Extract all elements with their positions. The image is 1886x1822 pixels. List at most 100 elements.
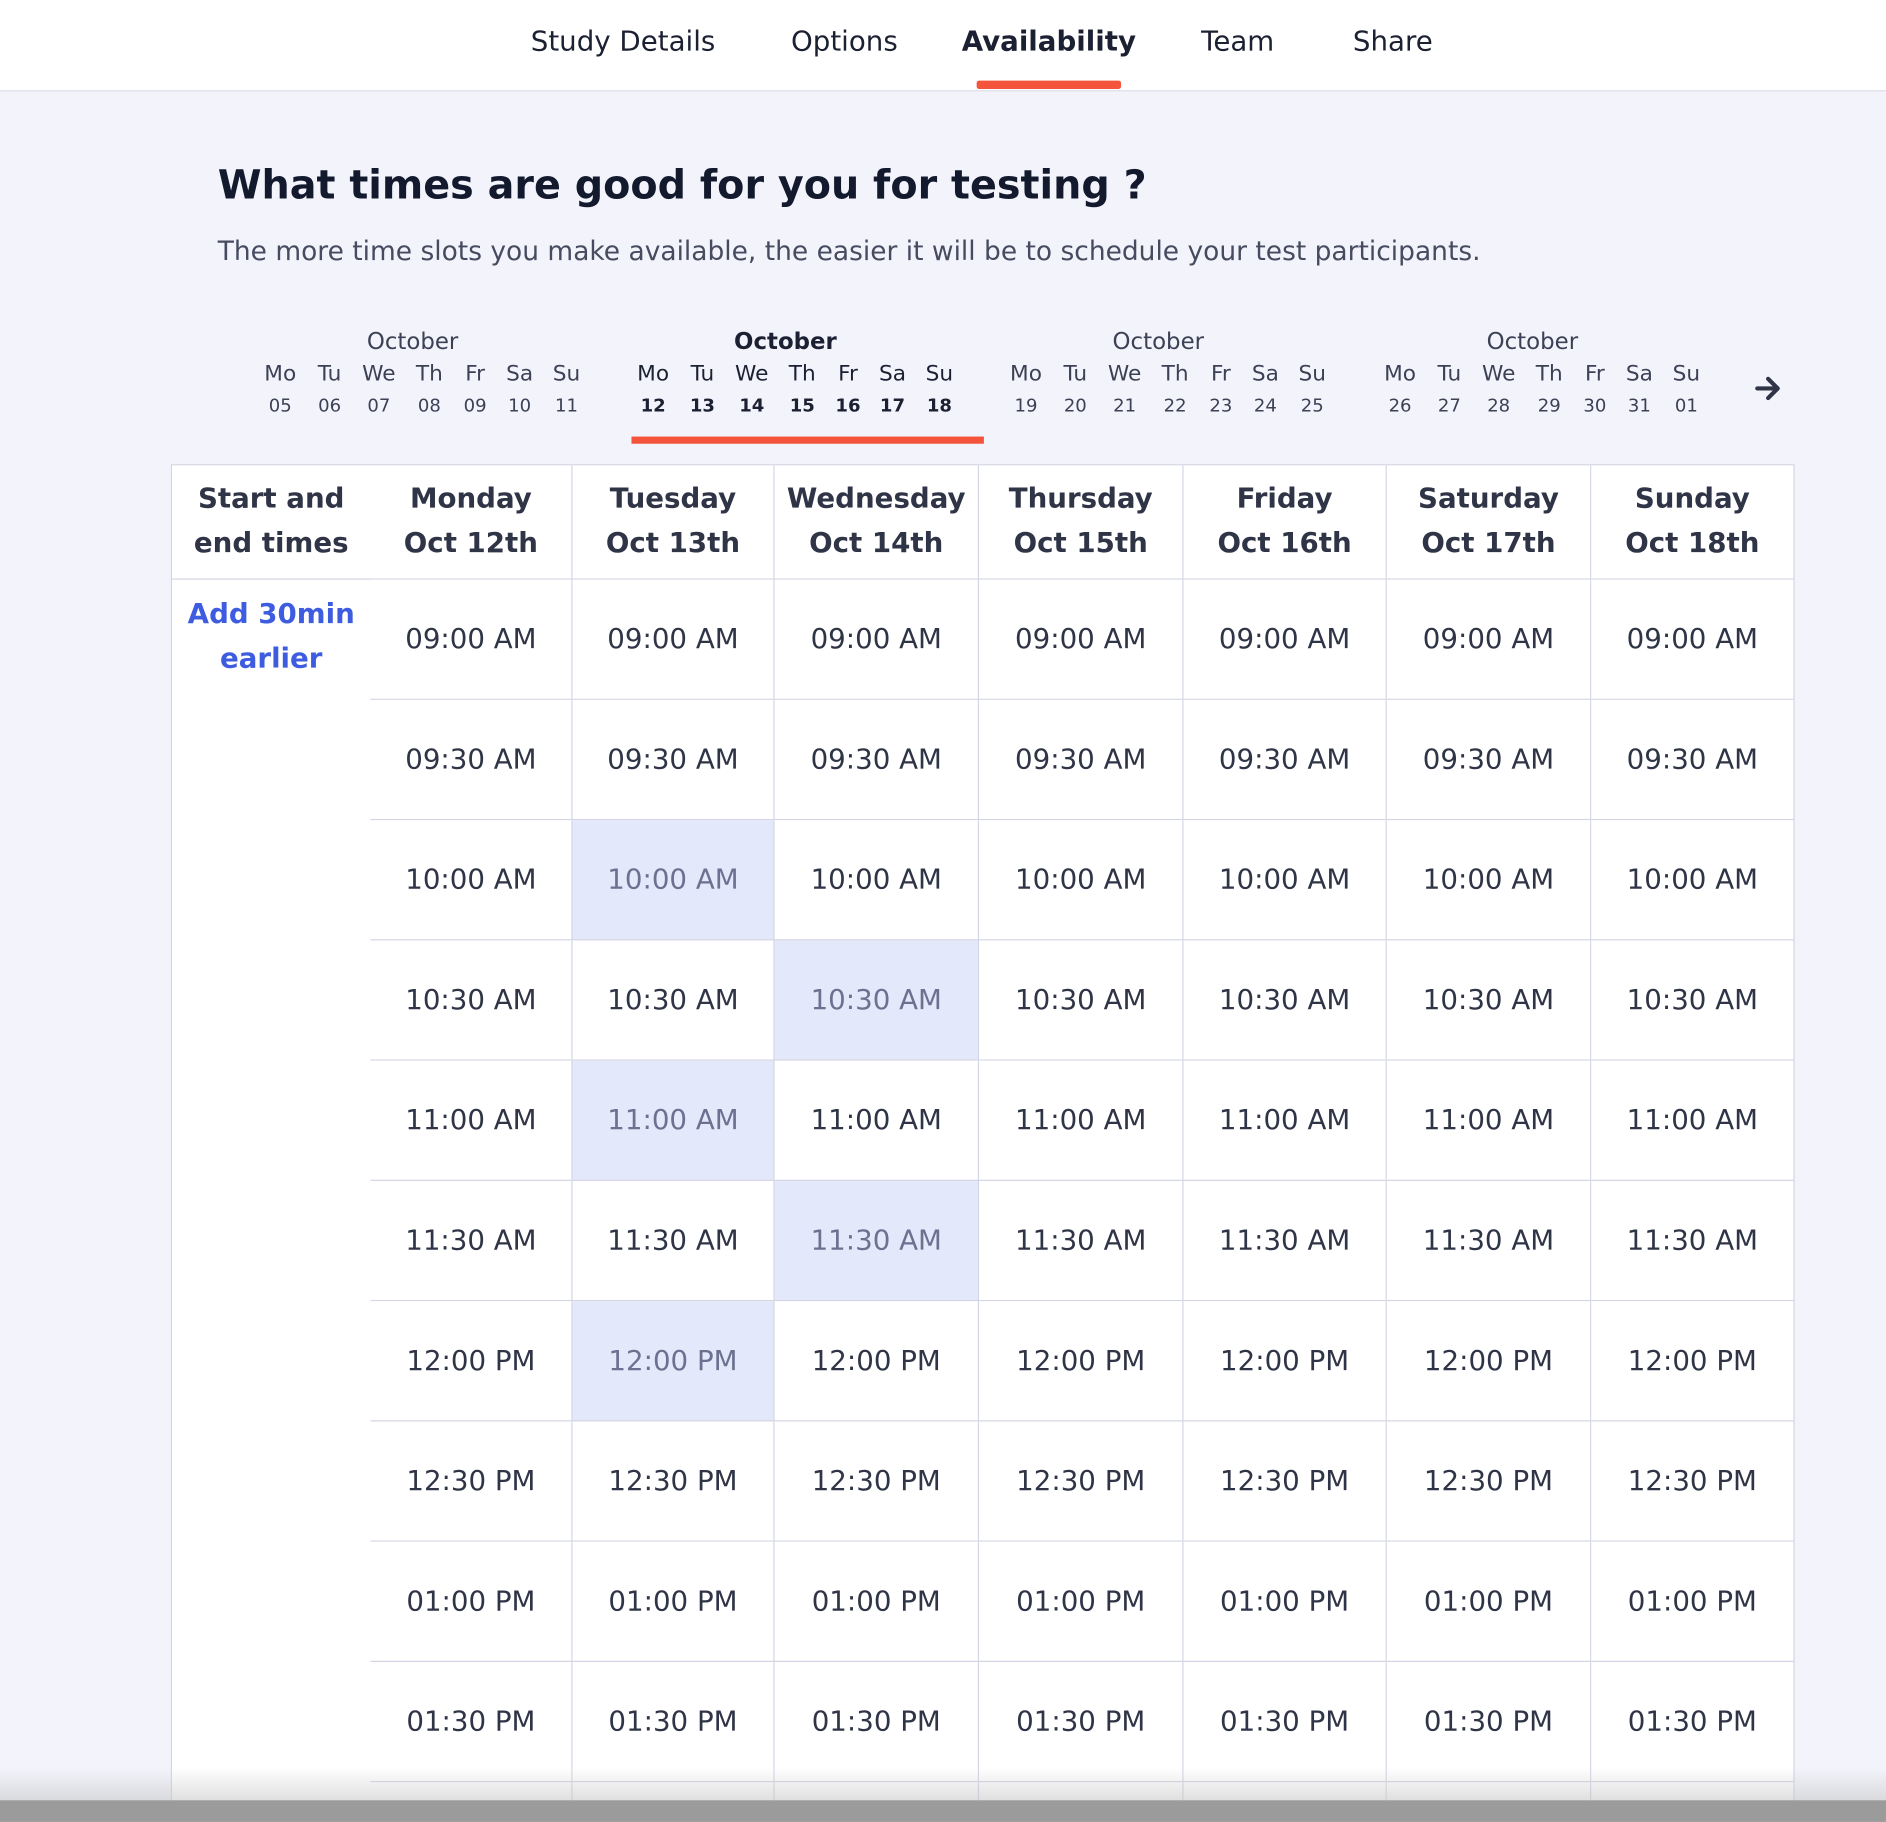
time-slot[interactable]: 11:30 AM: [774, 1180, 980, 1302]
day-number: 09: [463, 394, 487, 417]
time-slot[interactable]: 01:30 PM: [1591, 1661, 1795, 1783]
day-number: 24: [1253, 394, 1277, 417]
time-slot[interactable]: 09:30 AM: [370, 699, 573, 821]
time-slot[interactable]: 11:30 AM: [1386, 1180, 1592, 1302]
time-slot[interactable]: 11:00 AM: [1183, 1060, 1387, 1181]
time-slot[interactable]: 01:30 PM: [1386, 1661, 1592, 1783]
week-month[interactable]: October: [1486, 328, 1579, 355]
time-slot[interactable]: 12:00 PM: [1183, 1301, 1387, 1422]
time-slot[interactable]: 12:00 PM: [370, 1301, 573, 1422]
time-slot[interactable]: 11:30 AM: [370, 1180, 573, 1302]
weekday: Su: [552, 361, 581, 387]
time-slot[interactable]: 11:00 AM: [979, 1060, 1184, 1181]
time-slot[interactable]: 11:00 AM: [370, 1060, 573, 1181]
time-slot[interactable]: 09:00 AM: [572, 579, 775, 700]
time-slot[interactable]: 10:30 AM: [1591, 940, 1795, 1061]
time-slot[interactable]: 01:00 PM: [1183, 1541, 1387, 1662]
time-slot[interactable]: 10:00 AM: [370, 820, 573, 941]
time-slot[interactable]: 01:00 PM: [1591, 1541, 1795, 1662]
time-slot[interactable]: 01:00 PM: [572, 1541, 775, 1662]
weekday: We: [1481, 361, 1516, 387]
time-slot[interactable]: 10:30 AM: [572, 940, 775, 1061]
time-slot[interactable]: 12:00 PM: [774, 1301, 980, 1422]
time-slot[interactable]: 01:00 PM: [370, 1541, 573, 1662]
time-slot[interactable]: 12:30 PM: [1183, 1421, 1387, 1542]
time-slot[interactable]: 10:00 AM: [1183, 820, 1387, 941]
time-slot[interactable]: 10:00 AM: [1386, 820, 1592, 941]
nav-tab[interactable]: Availability: [961, 26, 1136, 58]
time-slot[interactable]: 11:30 AM: [979, 1180, 1184, 1302]
time-slot[interactable]: 09:00 AM: [370, 579, 573, 700]
time-slot[interactable]: 12:00 PM: [572, 1301, 775, 1422]
time-slot[interactable]: 12:00 PM: [1591, 1301, 1795, 1422]
subheading: The more time slots you make available, …: [217, 236, 1481, 267]
time-slot[interactable]: 09:30 AM: [979, 699, 1184, 821]
day-number: 12: [640, 394, 666, 417]
time-slot[interactable]: 11:00 AM: [572, 1060, 775, 1181]
time-slot[interactable]: 12:30 PM: [979, 1421, 1184, 1542]
header-line: Wednesday: [786, 483, 966, 515]
day-number: 08: [417, 394, 441, 417]
time-slot[interactable]: 01:30 PM: [572, 1661, 775, 1783]
time-slot[interactable]: 10:00 AM: [774, 820, 980, 941]
time-slot[interactable]: 09:30 AM: [572, 699, 775, 821]
time-slot[interactable]: 09:00 AM: [979, 579, 1184, 700]
time-slot[interactable]: 01:30 PM: [774, 1661, 980, 1783]
time-slot[interactable]: 11:00 AM: [1591, 1060, 1795, 1181]
week-month[interactable]: October: [1112, 328, 1205, 355]
time-slot[interactable]: 12:30 PM: [1591, 1421, 1795, 1542]
time-slot[interactable]: 10:30 AM: [774, 940, 980, 1061]
time-slot[interactable]: 09:00 AM: [1591, 579, 1795, 700]
nav-tab[interactable]: Options: [790, 26, 898, 58]
time-slot[interactable]: 01:00 PM: [979, 1541, 1184, 1662]
time-slot[interactable]: 01:30 PM: [370, 1661, 573, 1783]
time-slot[interactable]: 12:30 PM: [774, 1421, 980, 1542]
weekday: Sa: [878, 361, 906, 387]
time-slot[interactable]: 11:30 AM: [1591, 1180, 1795, 1302]
bottom-fade: [0, 1767, 1886, 1802]
time-slot[interactable]: 09:30 AM: [774, 699, 980, 821]
time-slot[interactable]: 09:00 AM: [774, 579, 980, 700]
time-slot[interactable]: 10:30 AM: [1386, 940, 1592, 1061]
time-slot[interactable]: 10:30 AM: [979, 940, 1184, 1061]
day-number: 31: [1627, 394, 1651, 417]
day-number: 18: [926, 394, 952, 417]
week-month[interactable]: October: [734, 328, 837, 355]
time-slot[interactable]: 12:00 PM: [979, 1301, 1184, 1422]
weekday: Mo: [264, 361, 297, 387]
time-slot[interactable]: 11:30 AM: [1183, 1180, 1387, 1302]
time-slot[interactable]: 01:00 PM: [774, 1541, 980, 1662]
nav-tab[interactable]: Study Details: [530, 26, 716, 58]
time-slot[interactable]: 09:00 AM: [1183, 579, 1387, 700]
time-slot[interactable]: 12:30 PM: [572, 1421, 775, 1542]
week-month[interactable]: October: [366, 328, 459, 355]
time-slot[interactable]: 10:00 AM: [979, 820, 1184, 941]
time-slot[interactable]: 10:00 AM: [1591, 820, 1795, 941]
bottom-bar: [0, 1800, 1886, 1822]
header-line: Monday: [409, 483, 532, 515]
nav-tab[interactable]: Share: [1352, 26, 1433, 58]
time-slot[interactable]: 11:00 AM: [774, 1060, 980, 1181]
weekday: Su: [1298, 361, 1326, 387]
nav-tab[interactable]: Team: [1201, 26, 1275, 58]
time-slot[interactable]: 09:30 AM: [1183, 699, 1387, 821]
add-earlier[interactable]: Add 30min earlier: [172, 579, 372, 700]
time-slot[interactable]: 09:30 AM: [1386, 699, 1592, 821]
time-slot[interactable]: 10:00 AM: [572, 820, 775, 941]
time-slot[interactable]: 09:00 AM: [1386, 579, 1592, 700]
time-slot[interactable]: 12:30 PM: [370, 1421, 573, 1542]
time-slot[interactable]: 12:00 PM: [1386, 1301, 1592, 1422]
day-number: 30: [1583, 394, 1607, 417]
time-slot[interactable]: 01:00 PM: [1386, 1541, 1592, 1662]
time-slot[interactable]: 11:00 AM: [1386, 1060, 1592, 1181]
time-slot[interactable]: 09:30 AM: [1591, 699, 1795, 821]
time-slot[interactable]: 01:30 PM: [1183, 1661, 1387, 1783]
time-slot[interactable]: 10:30 AM: [1183, 940, 1387, 1061]
next-arrow[interactable]: [1754, 370, 1783, 406]
time-slot[interactable]: 01:30 PM: [979, 1661, 1184, 1783]
time-slot[interactable]: 10:30 AM: [370, 940, 573, 1061]
time-slot[interactable]: 12:30 PM: [1386, 1421, 1592, 1542]
header-line: Oct 13th: [605, 527, 741, 560]
time-slot[interactable]: 11:30 AM: [572, 1180, 775, 1302]
